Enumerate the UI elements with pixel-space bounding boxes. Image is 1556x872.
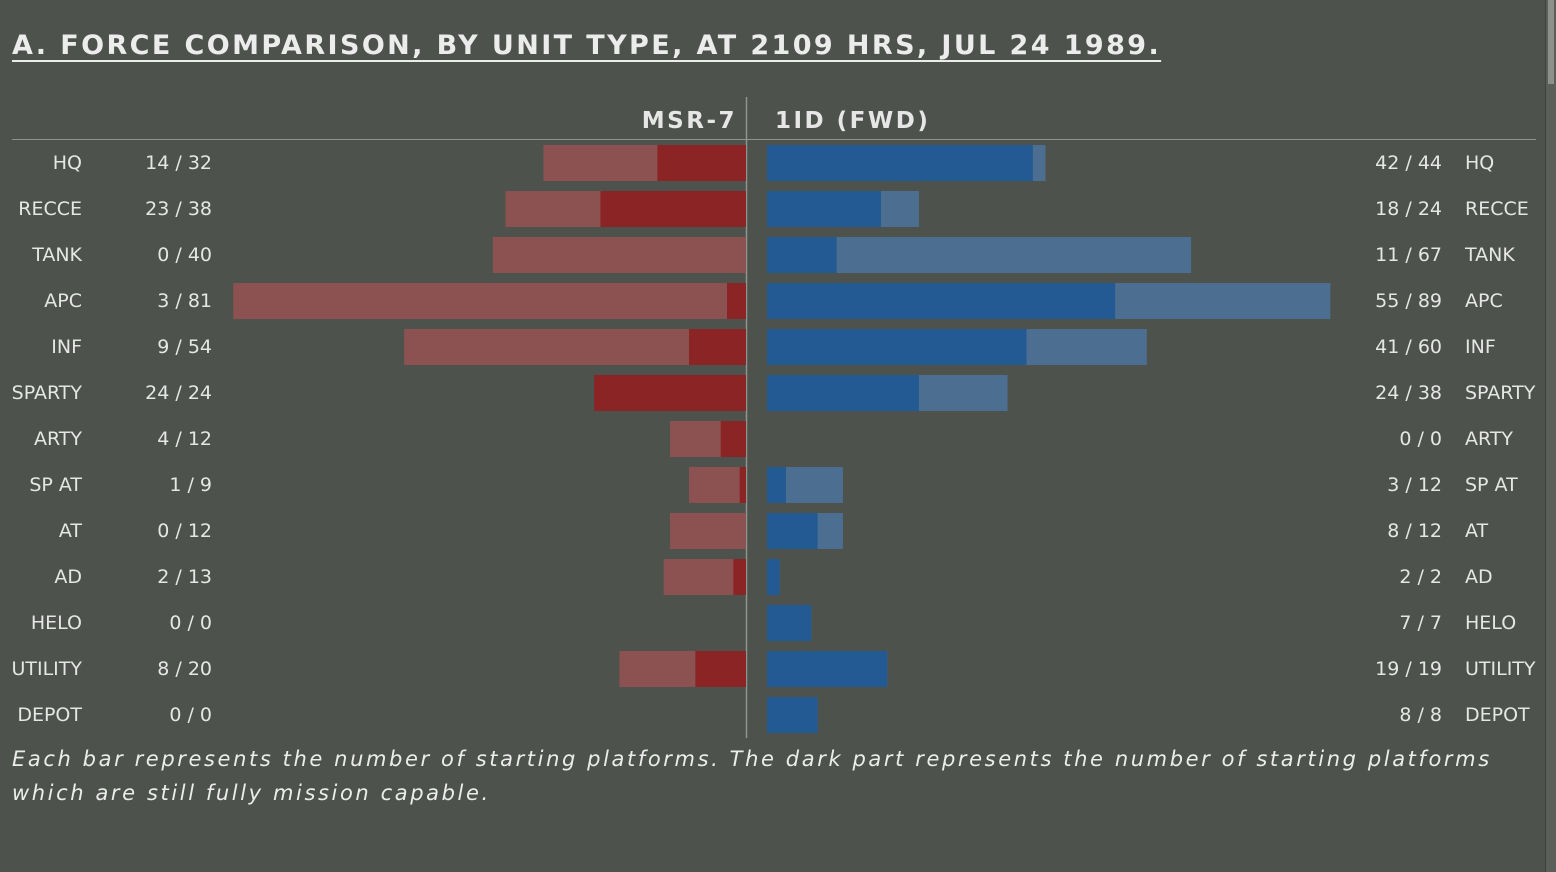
left-category-label-apc: APC xyxy=(44,290,82,312)
right-count-label-sp-at: 3 / 12 xyxy=(1387,474,1442,496)
right-capable-bar-tank xyxy=(767,237,837,273)
right-category-label-sp-at: SP AT xyxy=(1465,474,1518,496)
right-count-label-apc: 55 / 89 xyxy=(1375,290,1442,312)
left-total-bar-tank xyxy=(492,237,746,273)
right-force-label: 1ID (FWD) xyxy=(775,108,930,134)
left-category-label-recce: RECCE xyxy=(18,198,82,220)
right-capable-bar-helo xyxy=(767,605,812,641)
right-category-label-at: AT xyxy=(1465,520,1489,542)
left-capable-bar-ad xyxy=(733,559,746,595)
right-count-label-recce: 18 / 24 xyxy=(1375,198,1442,220)
right-capable-bar-depot xyxy=(767,697,818,733)
right-count-label-hq: 42 / 44 xyxy=(1375,152,1442,174)
left-total-bar-apc xyxy=(233,283,746,319)
right-category-label-recce: RECCE xyxy=(1465,198,1529,220)
right-count-label-arty: 0 / 0 xyxy=(1399,428,1442,450)
right-count-label-utility: 19 / 19 xyxy=(1375,658,1442,680)
chart-footnote: Each bar represents the number of starti… xyxy=(12,747,1492,805)
left-count-label-helo: 0 / 0 xyxy=(169,612,212,634)
right-capable-bar-ad xyxy=(767,559,780,595)
left-category-label-utility: UTILITY xyxy=(11,658,82,680)
left-total-bar-sp-at xyxy=(689,467,746,503)
left-capable-bar-apc xyxy=(727,283,746,319)
left-capable-bar-sparty xyxy=(594,375,746,411)
left-capable-bar-inf xyxy=(689,329,746,365)
scrollbar-thumb[interactable] xyxy=(1548,0,1554,84)
left-capable-bar-utility xyxy=(695,651,746,687)
right-count-label-depot: 8 / 8 xyxy=(1399,704,1442,726)
left-category-label-sparty: SPARTY xyxy=(12,382,83,404)
left-count-label-arty: 4 / 12 xyxy=(157,428,212,450)
chart-title: A. FORCE COMPARISON, BY UNIT TYPE, AT 21… xyxy=(12,30,1162,61)
left-total-bar-ad xyxy=(663,559,746,595)
vertical-scrollbar[interactable] xyxy=(1545,0,1556,872)
left-count-label-inf: 9 / 54 xyxy=(157,336,212,358)
right-category-label-utility: UTILITY xyxy=(1465,658,1536,680)
right-count-label-tank: 11 / 67 xyxy=(1375,244,1442,266)
left-category-label-arty: ARTY xyxy=(34,428,82,450)
left-count-label-tank: 0 / 40 xyxy=(157,244,212,266)
left-category-label-depot: DEPOT xyxy=(17,704,82,726)
left-count-label-sp-at: 1 / 9 xyxy=(169,474,212,496)
left-category-label-hq: HQ xyxy=(53,152,82,174)
left-capable-bar-arty xyxy=(720,421,746,457)
left-count-label-at: 0 / 12 xyxy=(157,520,212,542)
right-category-label-helo: HELO xyxy=(1465,612,1516,634)
left-category-label-ad: AD xyxy=(54,566,82,588)
right-capable-bar-recce xyxy=(767,191,881,227)
left-category-label-sp-at: SP AT xyxy=(29,474,82,496)
right-count-label-sparty: 24 / 38 xyxy=(1375,382,1442,404)
right-category-label-tank: TANK xyxy=(1464,244,1515,266)
left-count-label-hq: 14 / 32 xyxy=(145,152,212,174)
left-count-label-apc: 3 / 81 xyxy=(157,290,212,312)
right-category-label-depot: DEPOT xyxy=(1465,704,1530,726)
left-category-label-helo: HELO xyxy=(31,612,82,634)
right-category-label-hq: HQ xyxy=(1465,152,1494,174)
right-category-label-arty: ARTY xyxy=(1465,428,1513,450)
right-capable-bar-sparty xyxy=(767,375,919,411)
right-count-label-at: 8 / 12 xyxy=(1387,520,1442,542)
right-count-label-inf: 41 / 60 xyxy=(1375,336,1442,358)
left-force-label: MSR-7 xyxy=(642,108,737,134)
right-capable-bar-hq xyxy=(767,145,1033,181)
right-capable-bar-inf xyxy=(767,329,1027,365)
left-category-label-tank: TANK xyxy=(31,244,82,266)
right-category-label-ad: AD xyxy=(1465,566,1493,588)
left-count-label-recce: 23 / 38 xyxy=(145,198,212,220)
right-category-label-apc: APC xyxy=(1465,290,1503,312)
right-count-label-ad: 2 / 2 xyxy=(1399,566,1442,588)
left-capable-bar-hq xyxy=(657,145,746,181)
left-count-label-ad: 2 / 13 xyxy=(157,566,212,588)
right-capable-bar-at xyxy=(767,513,818,549)
left-capable-bar-recce xyxy=(600,191,746,227)
right-total-bar-tank xyxy=(767,237,1192,273)
right-capable-bar-utility xyxy=(767,651,888,687)
right-category-label-inf: INF xyxy=(1465,336,1496,358)
left-total-bar-at xyxy=(670,513,746,549)
left-category-label-inf: INF xyxy=(51,336,82,358)
left-category-label-at: AT xyxy=(59,520,83,542)
right-category-label-sparty: SPARTY xyxy=(1465,382,1536,404)
left-capable-bar-sp-at xyxy=(739,467,746,503)
right-capable-bar-apc xyxy=(767,283,1116,319)
right-count-label-helo: 7 / 7 xyxy=(1399,612,1442,634)
left-count-label-depot: 0 / 0 xyxy=(169,704,212,726)
force-comparison-chart: MSR-7 1ID (FWD) HQ 14 / 32 42 / 44 HQ RECCE 23 … xyxy=(11,97,1536,738)
left-count-label-sparty: 24 / 24 xyxy=(145,382,212,404)
right-capable-bar-sp-at xyxy=(767,467,786,503)
left-count-label-utility: 8 / 20 xyxy=(157,658,212,680)
